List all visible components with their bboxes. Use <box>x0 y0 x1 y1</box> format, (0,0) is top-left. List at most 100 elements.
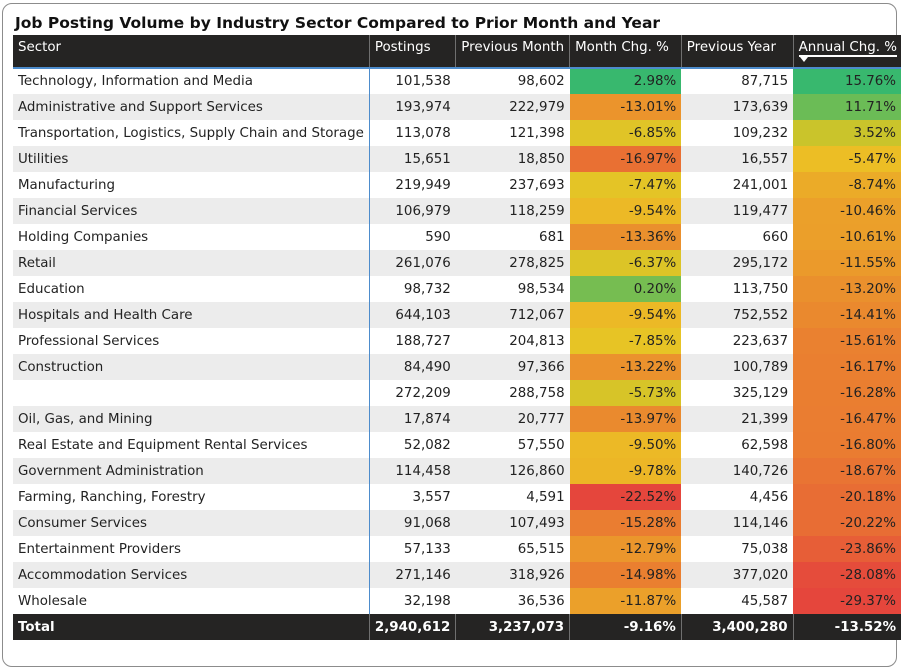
table-row[interactable]: 272,209 288,758 -5.73% 325,129 -16.28% <box>13 380 901 406</box>
cell-sector: Manufacturing <box>13 172 370 198</box>
cell-month-change: -15.28% <box>569 510 682 536</box>
sort-descending-icon[interactable] <box>799 57 808 62</box>
table-row[interactable]: Financial Services 106,979 118,259 -9.54% 11… <box>13 198 901 224</box>
table-row[interactable]: Technology, Information and Media 101,538… <box>13 67 901 94</box>
cell-annual-change: -23.86% <box>793 536 901 562</box>
column-header-annual-change[interactable]: Annual Chg. % <box>792 35 901 68</box>
cell-sector: Construction <box>13 354 370 380</box>
column-header-sector[interactable]: Sector <box>13 35 370 68</box>
cell-previous-year: 752,552 <box>681 302 794 328</box>
cell-annual-change: -5.47% <box>793 146 901 172</box>
table-row[interactable]: Consumer Services 91,068 107,493 -15.28% 114… <box>13 510 901 536</box>
cell-postings: 188,727 <box>395 333 451 349</box>
cell-month-change: -7.85% <box>569 328 682 354</box>
cell-previous-month: 222,979 <box>455 94 570 120</box>
cell-sector: Government Administration <box>13 458 370 484</box>
cell-annual-change: 3.52% <box>793 120 901 146</box>
cell-annual-change: -16.28% <box>793 380 901 406</box>
cell-sector: Hospitals and Health Care <box>13 302 370 328</box>
cell-previous-year: 173,639 <box>681 94 794 120</box>
table-row[interactable]: Accommodation Services 271,146 318,926 -14.… <box>13 562 901 588</box>
cell-month-change: -5.73% <box>569 380 682 406</box>
cell-previous-year: 109,232 <box>732 125 789 141</box>
total-row: Total 2,940,612 3,237,073 -9.16% 3,400,2… <box>13 614 901 640</box>
table-row[interactable]: Utilities 15,651 18,850 -16.97% 16,557 -5.47% <box>13 146 901 172</box>
cell-sector: Administrative and Support Services <box>13 94 370 120</box>
cell-previous-year: 45,587 <box>741 593 789 609</box>
cell-previous-year: 16,557 <box>681 146 794 172</box>
cell-month-change: -6.85% <box>569 120 682 146</box>
table-row[interactable]: Oil, Gas, and Mining 17,874 20,777 -13.97% 2… <box>13 406 901 432</box>
cell-sector: Accommodation Services <box>13 562 370 588</box>
cell-previous-year: 4,456 <box>749 489 789 505</box>
cell-previous-month: 237,693 <box>509 177 565 193</box>
table-row[interactable]: Holding Companies 590 681 -13.36% 660 -10.61% <box>13 224 901 250</box>
table-row[interactable]: Farming, Ranching, Forestry 3,557 4,591 -22… <box>13 484 901 510</box>
cell-previous-month: 278,825 <box>455 250 570 276</box>
cell-month-change: -6.37% <box>569 250 682 276</box>
cell-previous-year: 223,637 <box>732 333 789 349</box>
cell-postings: 84,490 <box>369 354 456 380</box>
cell-postings: 272,209 <box>395 385 451 401</box>
cell-previous-month: 65,515 <box>517 541 565 557</box>
cell-previous-year: 295,172 <box>681 250 794 276</box>
table-row[interactable]: Manufacturing 219,949 237,693 -7.47% 241,001… <box>13 172 901 198</box>
cell-sector: Transportation, Logistics, Supply Chain … <box>13 120 370 146</box>
total-previous-year: 3,400,280 <box>680 614 794 640</box>
cell-annual-change: -16.80% <box>793 432 901 458</box>
column-header-postings[interactable]: Postings <box>368 35 456 68</box>
cell-annual-change: -28.08% <box>793 562 901 588</box>
cell-previous-year: 100,789 <box>681 354 794 380</box>
cell-previous-month: 4,591 <box>526 489 565 505</box>
cell-postings: 590 <box>425 229 451 245</box>
cell-month-change: -9.54% <box>569 198 682 224</box>
cell-postings: 17,874 <box>369 406 456 432</box>
cell-sector: Oil, Gas, and Mining <box>13 406 370 432</box>
cell-previous-year: 241,001 <box>732 177 789 193</box>
column-header-month-change[interactable]: Month Chg. % <box>569 35 682 68</box>
cell-previous-month: 681 <box>539 229 565 245</box>
table-row[interactable]: Education 98,732 98,534 0.20% 113,750 -13.20% <box>13 276 901 302</box>
cell-previous-month: 288,758 <box>509 385 565 401</box>
cell-month-change: -13.22% <box>569 354 682 380</box>
cell-postings: 113,078 <box>395 125 451 141</box>
cell-previous-year: 660 <box>762 229 789 245</box>
cell-postings: 271,146 <box>369 562 456 588</box>
cell-month-change: -9.78% <box>569 458 682 484</box>
table-row[interactable]: Administrative and Support Services 193,9… <box>13 94 901 120</box>
total-previous-month: 3,237,073 <box>455 614 570 640</box>
cell-postings: 32,198 <box>403 593 451 609</box>
cell-postings: 219,949 <box>395 177 451 193</box>
table-row[interactable]: Entertainment Providers 57,133 65,515 -12.7… <box>13 536 901 562</box>
table-row[interactable]: Professional Services 188,727 204,813 -7.85… <box>13 328 901 354</box>
cell-previous-month: 20,777 <box>455 406 570 432</box>
table-row[interactable]: Construction 84,490 97,366 -13.22% 100,789 -1… <box>13 354 901 380</box>
column-header-annual-change-label: Annual Chg. % <box>798 40 897 57</box>
cell-sector: Real Estate and Equipment Rental Service… <box>13 432 370 458</box>
column-header-previous-month[interactable]: Previous Month <box>455 35 570 68</box>
cell-annual-change: -10.46% <box>793 198 901 224</box>
cell-month-change: -13.97% <box>569 406 682 432</box>
cell-annual-change: -18.67% <box>793 458 901 484</box>
table-row[interactable]: Real Estate and Equipment Rental Service… <box>13 432 901 458</box>
table-row[interactable]: Government Administration 114,458 126,860-… <box>13 458 901 484</box>
cell-annual-change: -16.47% <box>793 406 901 432</box>
table-row[interactable]: Wholesale 32,198 36,536 -11.87% 45,587 -29.37… <box>13 588 901 614</box>
table-row[interactable]: Retail 261,076 278,825 -6.37% 295,172 -11.55% <box>13 250 901 276</box>
cell-annual-change: -20.18% <box>793 484 901 510</box>
cell-previous-month: 318,926 <box>455 562 570 588</box>
cell-previous-year: 21,399 <box>681 406 794 432</box>
total-postings: 2,940,612 <box>368 614 456 640</box>
table-row[interactable]: Transportation, Logistics, Supply Chain … <box>13 120 901 146</box>
cell-previous-month: 98,602 <box>455 67 570 94</box>
cell-sector: Financial Services <box>13 198 370 224</box>
cell-previous-month: 204,813 <box>509 333 565 349</box>
cell-postings: 261,076 <box>369 250 456 276</box>
column-header-previous-year[interactable]: Previous Year <box>680 35 794 68</box>
cell-annual-change: -8.74% <box>793 172 901 198</box>
cell-previous-month: 121,398 <box>509 125 565 141</box>
cell-month-change: -14.98% <box>569 562 682 588</box>
cell-month-change: -11.87% <box>569 588 682 614</box>
table-row[interactable]: Hospitals and Health Care 644,103 712,067-… <box>13 302 901 328</box>
cell-annual-change: -14.41% <box>793 302 901 328</box>
